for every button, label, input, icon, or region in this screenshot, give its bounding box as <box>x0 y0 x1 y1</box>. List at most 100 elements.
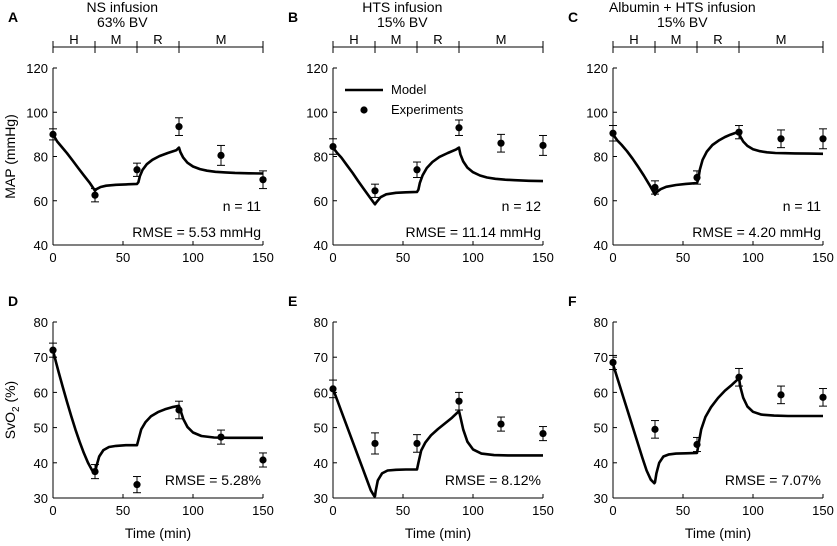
experiment-point <box>735 373 743 381</box>
y-tick-label: 80 <box>34 315 48 330</box>
n-label: n = 12 <box>502 198 542 214</box>
x-tick-label: 50 <box>116 250 130 265</box>
x-axis-label: Time (min) <box>685 525 751 541</box>
experiment-point <box>455 397 463 405</box>
model-curve <box>51 133 264 193</box>
phase-label: M <box>776 32 787 47</box>
experiment-point <box>175 406 183 414</box>
experiment-point <box>455 124 463 132</box>
panel-subtitle: 15% BV <box>377 14 428 30</box>
rmse-label: RMSE = 11.14 mmHg <box>405 224 541 240</box>
y-tick-label: 100 <box>586 105 608 120</box>
phase-label: M <box>216 32 227 47</box>
y-tick-label: 70 <box>314 350 328 365</box>
model-curve <box>611 363 823 485</box>
phase-label: M <box>391 32 402 47</box>
x-tick-label: 100 <box>182 250 204 265</box>
panel-e: E 30 40 50 60 70 80 0 50 100 150 Time (min) RMSE = 8… <box>288 293 554 541</box>
experiment-point <box>49 346 57 354</box>
y-tick-label: 60 <box>314 385 328 400</box>
y-tick-label: 80 <box>594 150 608 165</box>
x-tick-label: 100 <box>462 250 484 265</box>
y-tick-label: 50 <box>34 421 48 436</box>
x-tick-label: 0 <box>49 250 56 265</box>
x-tick-label: 150 <box>532 250 554 265</box>
rmse-label: RMSE = 7.07% <box>725 472 821 488</box>
panel-title: HTS infusion <box>362 0 442 15</box>
n-label: n = 11 <box>223 198 261 214</box>
experiment-point <box>651 183 659 192</box>
panel-letter: F <box>568 293 577 309</box>
phase-label: M <box>671 32 682 47</box>
y-tick-label: 60 <box>34 194 48 209</box>
experiment-point <box>371 439 379 448</box>
rmse-label: RMSE = 8.12% <box>445 472 541 488</box>
experiment-point <box>819 393 827 401</box>
legend-model-label: Model <box>391 82 427 97</box>
experiment-point <box>259 456 267 464</box>
y-tick-label: 70 <box>34 350 48 365</box>
experiment-point <box>693 173 701 182</box>
model-curve <box>611 130 824 196</box>
phase-label: R <box>433 32 442 47</box>
phase-label: H <box>629 32 638 47</box>
panel-letter: C <box>568 9 578 25</box>
y-tick-label: 50 <box>314 421 328 436</box>
y-tick-label: 40 <box>314 238 328 253</box>
y-axis-label-unit: (%) <box>2 381 18 407</box>
experiment-point <box>133 166 141 174</box>
y-tick-label: 120 <box>306 61 328 76</box>
experiment-point <box>413 439 421 448</box>
x-tick-label: 0 <box>329 503 336 518</box>
y-tick-label: 80 <box>314 150 328 165</box>
n-label: n = 11 <box>783 198 821 214</box>
panel-title: NS infusion <box>87 0 159 15</box>
experiment-point <box>175 123 183 131</box>
y-tick-label: 80 <box>314 315 328 330</box>
x-axis-label: Time (min) <box>125 525 191 541</box>
phase-label: H <box>349 32 358 47</box>
x-tick-label: 0 <box>329 250 336 265</box>
y-tick-label: 60 <box>594 194 608 209</box>
phase-label: R <box>713 32 722 47</box>
y-tick-label: 60 <box>594 385 608 400</box>
x-tick-label: 0 <box>609 503 616 518</box>
experiment-point <box>497 139 505 147</box>
y-axis-label-subscript: 2 <box>11 406 22 412</box>
panel-letter: A <box>8 9 18 25</box>
model-curve <box>331 146 544 206</box>
y-tick-label: 80 <box>34 150 48 165</box>
panel-title: Albumin + HTS infusion <box>609 0 756 15</box>
phase-label: M <box>496 32 507 47</box>
experiment-point <box>413 166 421 174</box>
y-tick-label: 80 <box>594 315 608 330</box>
y-tick-label: 120 <box>586 61 608 76</box>
phase-label: H <box>69 32 78 47</box>
x-tick-label: 100 <box>742 503 764 518</box>
y-tick-label: 40 <box>34 456 48 471</box>
experiment-point <box>49 130 57 138</box>
experiment-point <box>609 358 617 367</box>
x-tick-label: 50 <box>676 250 690 265</box>
experiment-point <box>539 429 547 438</box>
legend-experiments-label: Experiments <box>391 102 464 117</box>
y-tick-label: 60 <box>34 385 48 400</box>
y-axis-label: SvO2 (%) <box>2 381 22 439</box>
y-tick-label: 40 <box>594 238 608 253</box>
y-tick-label: 100 <box>306 105 328 120</box>
experiment-point <box>819 135 827 143</box>
x-tick-label: 50 <box>396 250 410 265</box>
experiment-point <box>371 187 379 195</box>
y-tick-label: 40 <box>314 456 328 471</box>
x-tick-label: 100 <box>182 503 204 518</box>
experiment-point <box>497 420 505 428</box>
rmse-label: RMSE = 5.28% <box>165 472 261 488</box>
experiment-point <box>777 391 785 399</box>
y-tick-label: 60 <box>314 194 328 209</box>
x-tick-label: 150 <box>812 503 834 518</box>
y-tick-label: 120 <box>26 61 48 76</box>
y-tick-label: 30 <box>594 491 608 506</box>
experiment-point <box>91 468 99 476</box>
